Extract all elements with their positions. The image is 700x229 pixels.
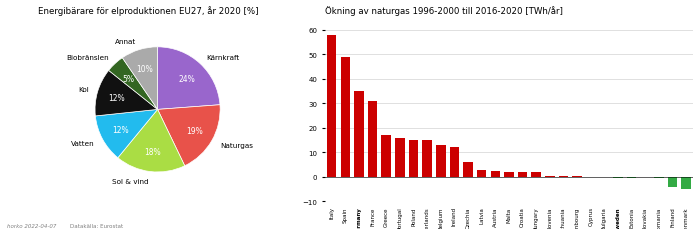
Wedge shape xyxy=(122,48,158,110)
Bar xyxy=(422,140,432,177)
Text: Energibärare för elproduktionen EU27, år 2020 [%]: Energibärare för elproduktionen EU27, år… xyxy=(38,6,258,16)
Wedge shape xyxy=(95,71,158,116)
Bar xyxy=(613,177,623,178)
Text: horko 2022-04-07: horko 2022-04-07 xyxy=(7,223,57,228)
Text: Biobränslen: Biobränslen xyxy=(66,55,108,60)
Text: Vatten: Vatten xyxy=(71,141,94,147)
Text: 12%: 12% xyxy=(112,125,128,134)
Wedge shape xyxy=(158,105,220,166)
Bar xyxy=(668,177,678,187)
Wedge shape xyxy=(118,110,185,172)
Bar xyxy=(409,140,419,177)
Bar xyxy=(463,162,473,177)
Text: Kärnkraft: Kärnkraft xyxy=(206,55,240,60)
Bar xyxy=(545,176,554,177)
Text: Ökning av naturgas 1996-2000 till 2016-2020 [TWh/år]: Ökning av naturgas 1996-2000 till 2016-2… xyxy=(325,6,563,16)
Bar xyxy=(327,35,337,177)
Bar xyxy=(518,172,527,177)
Bar xyxy=(368,101,377,177)
Bar xyxy=(395,138,405,177)
Bar xyxy=(477,170,486,177)
Bar xyxy=(341,57,350,177)
Text: 19%: 19% xyxy=(186,127,203,136)
Bar xyxy=(354,92,364,177)
Bar xyxy=(654,177,664,178)
Bar xyxy=(681,177,691,189)
Text: Naturgas: Naturgas xyxy=(220,143,253,149)
Bar xyxy=(531,172,541,177)
Text: 18%: 18% xyxy=(144,147,161,156)
Text: Kol: Kol xyxy=(78,87,88,93)
Text: Sol & vind: Sol & vind xyxy=(113,178,149,184)
Text: 12%: 12% xyxy=(108,94,125,103)
Text: 5%: 5% xyxy=(122,74,134,83)
Bar xyxy=(504,172,514,177)
Bar xyxy=(382,136,391,177)
Wedge shape xyxy=(108,58,158,110)
Wedge shape xyxy=(95,110,158,158)
Text: 10%: 10% xyxy=(136,65,153,74)
Bar xyxy=(436,145,446,177)
Bar xyxy=(627,177,636,178)
Bar xyxy=(449,148,459,177)
Text: 24%: 24% xyxy=(178,74,195,83)
Bar xyxy=(559,176,568,177)
Text: Datakälla: Eurostat: Datakälla: Eurostat xyxy=(70,223,123,228)
Bar xyxy=(491,171,500,177)
Text: Annat: Annat xyxy=(115,38,136,44)
Wedge shape xyxy=(158,48,220,110)
